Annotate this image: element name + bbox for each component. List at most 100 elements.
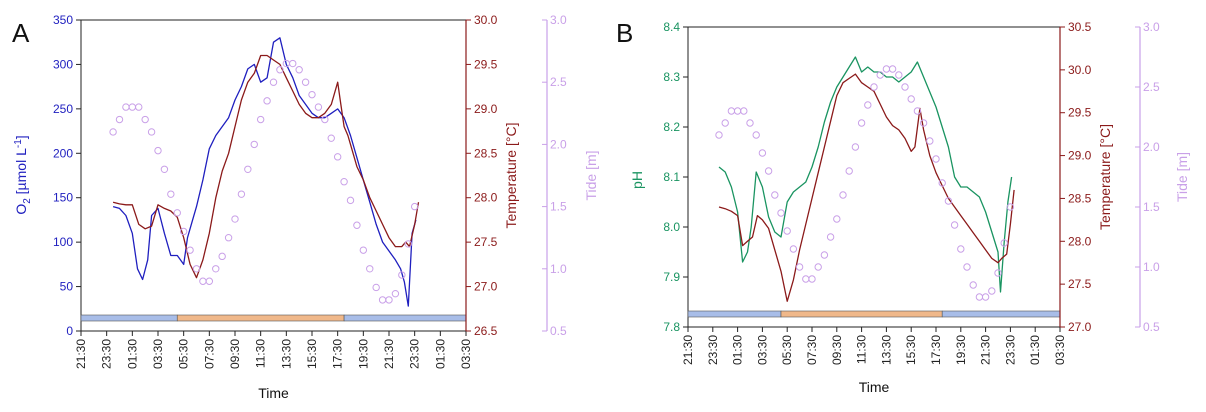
tide-point <box>771 191 779 199</box>
tide-point <box>938 179 946 187</box>
tide-point <box>333 153 342 161</box>
tide-point <box>212 265 220 273</box>
x-tick-label: 23:30 <box>100 339 114 369</box>
tide-point <box>359 246 368 254</box>
tide-point <box>944 197 953 205</box>
temperature-axis-title: Temperature [°C] <box>1097 124 1113 230</box>
tide-point <box>820 251 829 259</box>
temperature-tick-label: 29.0 <box>474 102 498 116</box>
temperature-tick-label: 28.0 <box>474 191 498 205</box>
left-axis-title: pH <box>629 171 645 189</box>
tide-point <box>907 95 915 103</box>
tide-point <box>764 167 773 175</box>
tide-point <box>173 209 181 217</box>
x-tick-label: 15:30 <box>904 335 918 365</box>
x-axis-title: Time <box>258 385 289 401</box>
x-tick-label: 03:30 <box>755 335 769 365</box>
tide-point <box>135 103 143 111</box>
light-period-day <box>780 310 943 318</box>
tide-tick-label: 1.0 <box>1143 260 1160 274</box>
x-tick-label: 19:30 <box>954 335 968 365</box>
tide-point <box>833 215 841 223</box>
tide-point <box>808 275 816 283</box>
tide-point <box>154 146 162 155</box>
tide-point <box>205 277 214 285</box>
x-tick-label: 13:30 <box>279 339 293 369</box>
tide-point <box>398 271 406 279</box>
tide-point <box>981 293 990 301</box>
temperature-tick-label: 30.5 <box>1068 20 1092 34</box>
tide-point <box>740 107 748 115</box>
tide-point <box>988 287 996 295</box>
tide-point <box>167 190 175 198</box>
tide-point <box>231 215 239 223</box>
x-tick-label: 01:30 <box>433 339 447 369</box>
tide-point <box>372 283 380 292</box>
x-tick-label: 01:30 <box>731 335 745 365</box>
temperature-line <box>718 73 1015 302</box>
tide-point <box>128 103 137 111</box>
light-period-night <box>343 314 467 322</box>
x-tick-label: 11:30 <box>855 335 869 364</box>
tide-point <box>789 245 798 253</box>
left-tick-label: 250 <box>53 102 73 116</box>
tide-point <box>957 245 965 253</box>
tide-point <box>919 119 928 127</box>
x-tick-label: 17:30 <box>929 335 943 365</box>
tide-point <box>1006 203 1015 211</box>
tide-point <box>752 131 760 139</box>
left-tick-label: 7.9 <box>663 270 680 284</box>
tide-point <box>199 277 207 285</box>
light-period-night <box>80 314 178 322</box>
left-tick-label: 0 <box>66 324 73 338</box>
tide-point <box>795 263 804 271</box>
tide-point <box>746 119 754 127</box>
x-tick-label: 21:30 <box>74 339 88 369</box>
tide-point <box>975 293 984 301</box>
tide-point <box>237 190 246 198</box>
tide-point <box>186 246 194 254</box>
tide-point <box>289 59 297 68</box>
tide-point <box>404 240 412 248</box>
tide-point <box>895 71 903 79</box>
light-period-night <box>687 310 782 318</box>
x-tick-label: 03:30 <box>151 339 165 369</box>
tide-point <box>864 101 872 109</box>
tide-point <box>802 275 810 283</box>
panel-b: B 21:30 23:30 01:30 03:30 05:30 07:30 09:30 11:3… <box>616 18 1190 395</box>
tide-point <box>263 97 271 105</box>
temperature-tick-label: 27.5 <box>474 235 498 249</box>
tide-point <box>179 227 188 236</box>
x-axis-title: Time <box>859 379 890 395</box>
tide-point <box>218 252 226 261</box>
tide-point <box>913 107 922 115</box>
tide-point <box>733 107 742 115</box>
x-tick-label: 13:30 <box>879 335 893 365</box>
tide-tick-label: 3.0 <box>550 13 567 27</box>
left-tick-label: 150 <box>53 191 73 205</box>
tide-point <box>888 65 897 73</box>
tide-axis-title: Tide [m] <box>1174 152 1190 202</box>
left-tick-label: 8.1 <box>663 170 680 184</box>
tide-point <box>721 119 729 127</box>
tide-point <box>192 265 201 273</box>
tide-tick-label: 0.5 <box>1143 320 1160 334</box>
temperature-tick-label: 29.0 <box>1068 149 1092 163</box>
left-tick-label: 8.2 <box>663 120 680 134</box>
tide-tick-label: 2.5 <box>550 75 567 89</box>
tide-point <box>346 196 355 205</box>
tide-point <box>783 227 791 235</box>
x-tick-label: 09:30 <box>228 339 242 369</box>
panel-letter: B <box>616 18 633 48</box>
tide-point <box>715 131 723 139</box>
tide-point <box>994 269 1002 277</box>
tide-point <box>115 115 124 124</box>
temperature-line <box>112 54 420 279</box>
tide-point <box>926 137 934 145</box>
tide-point <box>901 83 909 91</box>
tide-point <box>340 178 348 186</box>
tide-point <box>727 107 736 115</box>
tide-point <box>391 289 400 298</box>
temperature-tick-label: 28.0 <box>1068 234 1092 248</box>
